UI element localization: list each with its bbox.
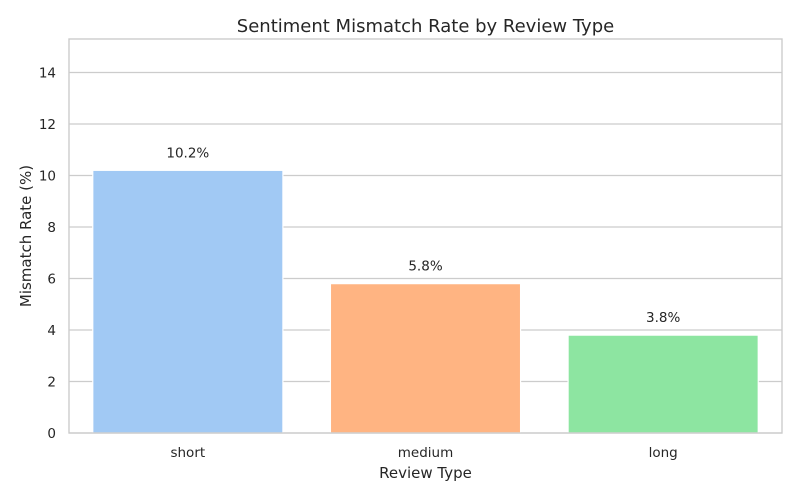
y-tick-label: 8 [47, 220, 56, 236]
x-tick-label-short: short [170, 445, 205, 461]
y-tick-label: 14 [39, 65, 56, 81]
y-tick-label: 10 [39, 168, 56, 184]
data-label-short: 10.2% [166, 145, 209, 161]
data-labels: 10.2% 5.8% 3.8% [166, 145, 680, 326]
bars [92, 169, 759, 434]
y-axis-label: Mismatch Rate (%) [17, 165, 35, 307]
y-tick-labels: 0 2 4 6 8 10 12 14 [39, 65, 56, 442]
plot-frame [68, 38, 783, 434]
x-tick-label-medium: medium [398, 445, 453, 461]
bar-medium [329, 283, 522, 434]
y-tick-label: 4 [47, 323, 56, 339]
x-tick-labels: short medium long [170, 445, 677, 461]
y-tick-label: 2 [47, 374, 56, 390]
bar-long [567, 334, 759, 434]
x-tick-label-long: long [649, 445, 678, 461]
y-tick-label: 0 [47, 426, 56, 442]
bar-short [92, 169, 284, 434]
data-label-medium: 5.8% [408, 259, 442, 275]
chart-title: Sentiment Mismatch Rate by Review Type [237, 16, 614, 37]
y-tick-label: 12 [39, 117, 56, 133]
data-label-long: 3.8% [646, 310, 680, 326]
y-tick-label: 6 [47, 271, 56, 287]
x-axis-label: Review Type [379, 464, 472, 482]
